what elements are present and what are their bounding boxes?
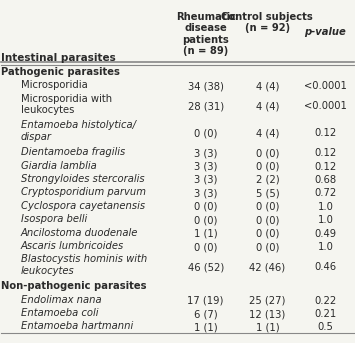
Text: 1.0: 1.0 [317,215,333,225]
Text: Pathogenic parasites: Pathogenic parasites [1,67,120,77]
Text: 5 (5): 5 (5) [256,188,279,198]
Text: Entamoeba hartmanni: Entamoeba hartmanni [21,321,133,331]
Text: 1 (1): 1 (1) [194,229,218,239]
Text: 28 (31): 28 (31) [187,101,224,111]
Text: 0 (0): 0 (0) [256,148,279,158]
Text: 0 (0): 0 (0) [256,215,279,225]
Text: <0.0001: <0.0001 [304,101,347,111]
Text: 0 (0): 0 (0) [194,242,217,252]
Text: 42 (46): 42 (46) [249,262,285,272]
Text: 46 (52): 46 (52) [187,262,224,272]
Text: 1 (1): 1 (1) [194,322,218,332]
Text: 0 (0): 0 (0) [256,162,279,172]
Text: 0.12: 0.12 [314,162,337,172]
Text: Cryptosporidium parvum: Cryptosporidium parvum [21,187,146,197]
Text: 3 (3): 3 (3) [194,175,217,185]
Text: 0 (0): 0 (0) [194,128,217,138]
Text: 12 (13): 12 (13) [249,309,285,319]
Text: 0.12: 0.12 [314,148,337,158]
Text: Endolimax nana: Endolimax nana [21,295,102,305]
Text: 0 (0): 0 (0) [256,202,279,212]
Text: 0.68: 0.68 [315,175,337,185]
Text: Microsporidia with
leukocytes: Microsporidia with leukocytes [21,94,112,115]
Text: 3 (3): 3 (3) [194,162,217,172]
Text: 2 (2): 2 (2) [256,175,279,185]
Text: Entamoeba histolytica/
dispar: Entamoeba histolytica/ dispar [21,120,136,142]
Text: Entamoeba coli: Entamoeba coli [21,308,98,318]
Text: 0 (0): 0 (0) [256,242,279,252]
Text: 1.0: 1.0 [317,202,333,212]
Text: <0.0001: <0.0001 [304,81,347,91]
Text: 0 (0): 0 (0) [194,202,217,212]
Text: 0.12: 0.12 [314,128,337,138]
Text: Cyclospora cayetanensis: Cyclospora cayetanensis [21,201,145,211]
Text: 25 (27): 25 (27) [249,296,285,306]
Text: 34 (38): 34 (38) [188,81,224,91]
Text: Rheumatic
disease
patients
(n = 89): Rheumatic disease patients (n = 89) [176,12,236,56]
Text: Dientamoeba fragilis: Dientamoeba fragilis [21,147,125,157]
Text: Microsporidia: Microsporidia [21,80,88,90]
Text: 0.46: 0.46 [315,262,337,272]
Text: Ancilostoma duodenale: Ancilostoma duodenale [21,228,138,238]
Text: 1.0: 1.0 [317,242,333,252]
Text: 4 (4): 4 (4) [256,101,279,111]
Text: 0.5: 0.5 [317,322,333,332]
Text: 3 (3): 3 (3) [194,188,217,198]
Text: Ascaris lumbricoides: Ascaris lumbricoides [21,241,124,251]
Text: 4 (4): 4 (4) [256,81,279,91]
Text: 0.72: 0.72 [314,188,337,198]
Text: 0.22: 0.22 [314,296,337,306]
Text: Giardia lamblia: Giardia lamblia [21,161,97,170]
Text: 1 (1): 1 (1) [256,322,279,332]
Text: 17 (19): 17 (19) [187,296,224,306]
Text: Control subjects
(n = 92): Control subjects (n = 92) [222,12,313,33]
Text: 6 (7): 6 (7) [194,309,218,319]
Text: 4 (4): 4 (4) [256,128,279,138]
Text: Isospora belli: Isospora belli [21,214,87,224]
Text: 0 (0): 0 (0) [194,215,217,225]
Text: 0.21: 0.21 [314,309,337,319]
Text: Blastocystis hominis with
leukocytes: Blastocystis hominis with leukocytes [21,255,147,276]
Text: Strongyloides stercoralis: Strongyloides stercoralis [21,174,144,184]
Text: Intestinal parasites: Intestinal parasites [1,53,116,63]
Text: p-value: p-value [305,27,346,37]
Text: 3 (3): 3 (3) [194,148,217,158]
Text: 0.49: 0.49 [315,229,337,239]
Text: 0 (0): 0 (0) [256,229,279,239]
Text: Non-pathogenic parasites: Non-pathogenic parasites [1,281,147,291]
